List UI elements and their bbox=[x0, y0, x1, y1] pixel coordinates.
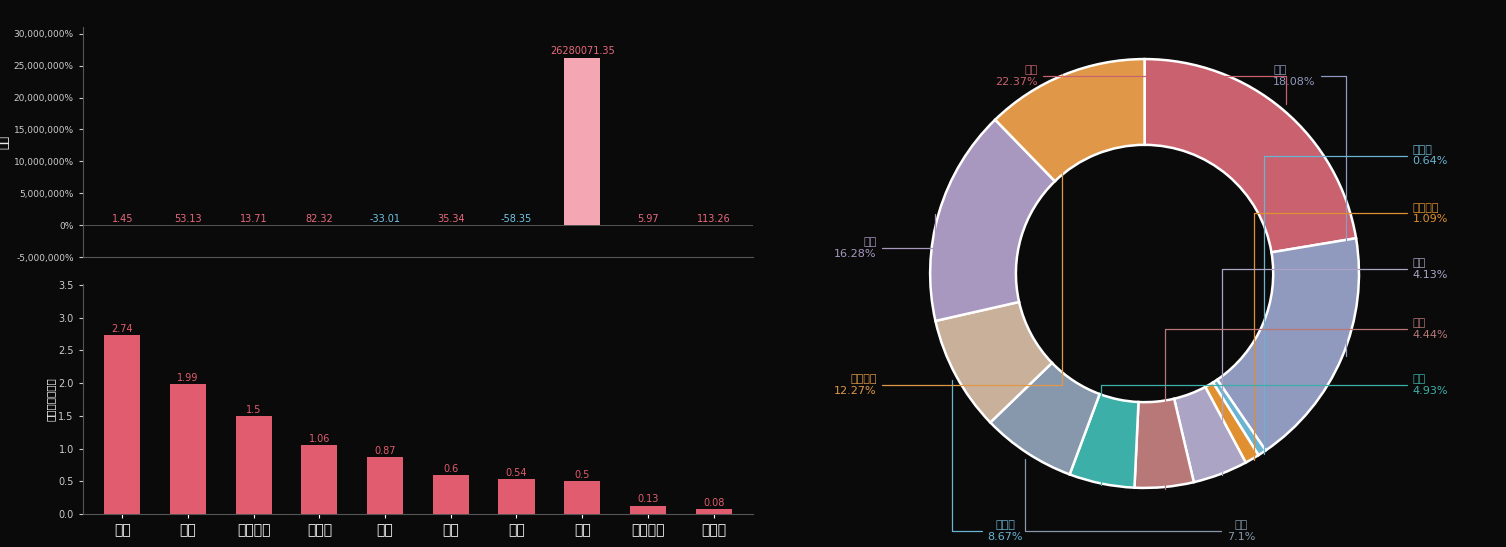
Text: 0.08: 0.08 bbox=[703, 498, 724, 508]
Bar bbox=[170, 384, 206, 514]
Text: 1.06: 1.06 bbox=[309, 434, 330, 444]
Wedge shape bbox=[1069, 394, 1139, 488]
Text: 中国台湾
1.09%: 中国台湾 1.09% bbox=[1254, 202, 1447, 460]
Text: -33.01: -33.01 bbox=[369, 214, 401, 224]
Wedge shape bbox=[931, 120, 1054, 321]
Text: 1.99: 1.99 bbox=[178, 373, 199, 383]
Bar bbox=[104, 335, 140, 514]
Wedge shape bbox=[1134, 399, 1194, 488]
Text: 26280071.35: 26280071.35 bbox=[550, 45, 614, 55]
Text: 0.5: 0.5 bbox=[574, 470, 590, 480]
Text: 越南
7.1%: 越南 7.1% bbox=[1024, 459, 1254, 542]
Text: 5.97: 5.97 bbox=[637, 214, 658, 224]
Text: 0.13: 0.13 bbox=[637, 494, 658, 504]
Text: 53.13: 53.13 bbox=[175, 214, 202, 224]
Text: -58.35: -58.35 bbox=[501, 214, 532, 224]
Text: 美国
18.08%: 美国 18.08% bbox=[1273, 66, 1346, 357]
Text: 0.54: 0.54 bbox=[506, 468, 527, 478]
Text: 马来西亚
12.27%: 马来西亚 12.27% bbox=[834, 74, 1062, 396]
Text: 日本
16.28%: 日本 16.28% bbox=[834, 214, 935, 259]
Wedge shape bbox=[1212, 380, 1265, 455]
Bar bbox=[301, 445, 337, 514]
Bar bbox=[630, 505, 666, 514]
Bar bbox=[696, 509, 732, 514]
Text: 美国
4.44%: 美国 4.44% bbox=[1164, 318, 1449, 488]
Text: 1.45: 1.45 bbox=[111, 214, 133, 224]
Bar bbox=[367, 457, 404, 514]
Text: 新加坡
8.67%: 新加坡 8.67% bbox=[952, 380, 1023, 542]
Text: 1.5: 1.5 bbox=[245, 405, 262, 415]
Bar bbox=[565, 57, 601, 225]
Text: 2.74: 2.74 bbox=[111, 323, 133, 334]
Bar bbox=[235, 416, 271, 514]
Bar bbox=[432, 475, 468, 514]
Text: 德国
4.93%: 德国 4.93% bbox=[1101, 374, 1449, 485]
Y-axis label: 同比: 同比 bbox=[0, 135, 11, 149]
Bar bbox=[565, 481, 601, 514]
Text: 113.26: 113.26 bbox=[697, 214, 730, 224]
Text: 匈牙利
0.64%: 匈牙利 0.64% bbox=[1265, 145, 1447, 453]
Wedge shape bbox=[1205, 382, 1259, 463]
Text: 0.87: 0.87 bbox=[375, 446, 396, 456]
Text: 韩国
22.37%: 韩国 22.37% bbox=[995, 66, 1286, 104]
Text: 0.6: 0.6 bbox=[443, 464, 458, 474]
Y-axis label: 金额（亿美元）: 金额（亿美元） bbox=[45, 377, 56, 421]
Text: 35.34: 35.34 bbox=[437, 214, 464, 224]
Text: 芬兰
4.13%: 芬兰 4.13% bbox=[1221, 258, 1447, 475]
Wedge shape bbox=[991, 363, 1099, 474]
Wedge shape bbox=[1175, 387, 1245, 482]
Wedge shape bbox=[995, 59, 1145, 181]
Bar bbox=[498, 479, 535, 514]
Wedge shape bbox=[1217, 238, 1358, 451]
Wedge shape bbox=[1145, 59, 1355, 252]
Text: 13.71: 13.71 bbox=[239, 214, 268, 224]
Wedge shape bbox=[935, 302, 1053, 422]
Text: 82.32: 82.32 bbox=[306, 214, 333, 224]
